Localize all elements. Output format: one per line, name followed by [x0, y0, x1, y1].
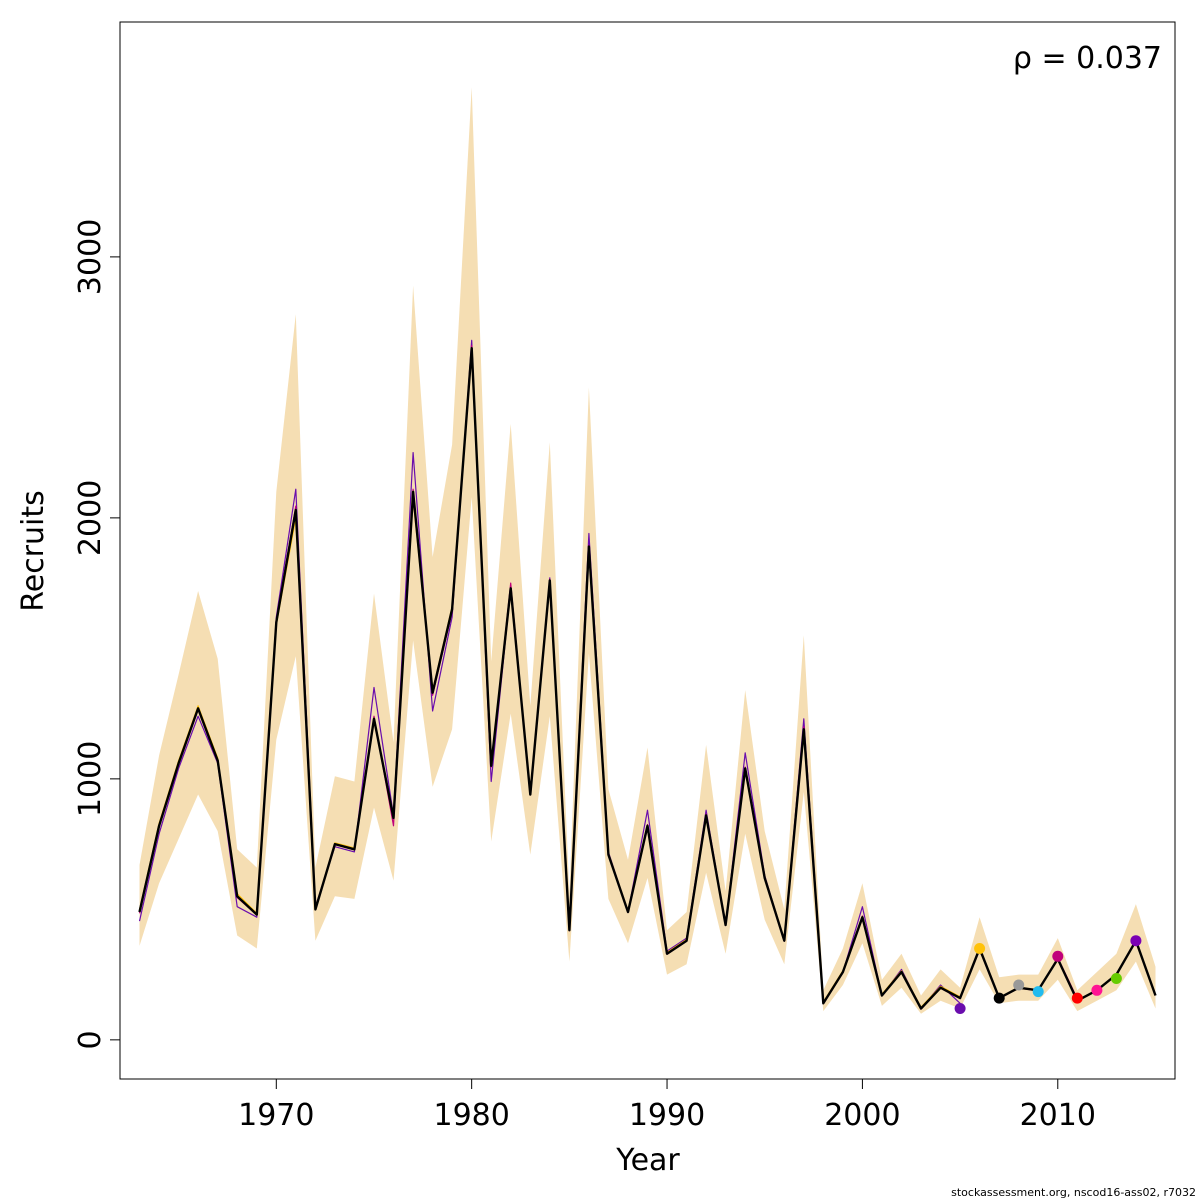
x-axis-title: Year [615, 1143, 680, 1178]
y-tick-label-1000: 1000 [73, 741, 108, 817]
x-tick-label-1970: 1970 [238, 1098, 314, 1133]
axes-layer: 1970 1980 1990 2000 2010 0 1000 2000 3000 [73, 219, 1096, 1133]
y-tick-label-2000: 2000 [73, 480, 108, 556]
series-lines-layer [138, 339, 1157, 1010]
peel-endpoint-2005 [954, 1003, 966, 1014]
x-tick-label-2000: 2000 [824, 1098, 900, 1133]
series-line-1 [138, 347, 1157, 1010]
peel-endpoint-2012 [1091, 984, 1103, 996]
rho-annotation: ρ = 0.037 [1013, 41, 1162, 76]
y-tick-label-0: 0 [73, 1030, 108, 1049]
peel-endpoint-2006 [974, 943, 986, 954]
x-tick-label-1990: 1990 [629, 1098, 705, 1133]
x-tick-label-2010: 2010 [1020, 1098, 1096, 1133]
plot-frame [119, 21, 1176, 1080]
peel-endpoint-2009 [1032, 986, 1044, 998]
peel-endpoint-layer [954, 935, 1142, 1014]
source-footer: stockassessment.org, nscod16-ass02, r703… [951, 1186, 1196, 1199]
y-axis-title: Recruits [16, 490, 51, 612]
confidence-band [139, 87, 1156, 1014]
y-tick-label-3000: 3000 [73, 219, 108, 295]
peel-endpoint-2011 [1071, 992, 1083, 1004]
peel-endpoint-2014 [1130, 935, 1142, 947]
peel-endpoint-2010 [1052, 950, 1064, 962]
peel-endpoint-2013 [1110, 973, 1122, 984]
peel-endpoint-2008 [1013, 979, 1025, 991]
peel-endpoint-2007 [993, 992, 1005, 1004]
confidence-band-layer [139, 87, 1156, 1014]
x-tick-label-1980: 1980 [433, 1098, 509, 1133]
